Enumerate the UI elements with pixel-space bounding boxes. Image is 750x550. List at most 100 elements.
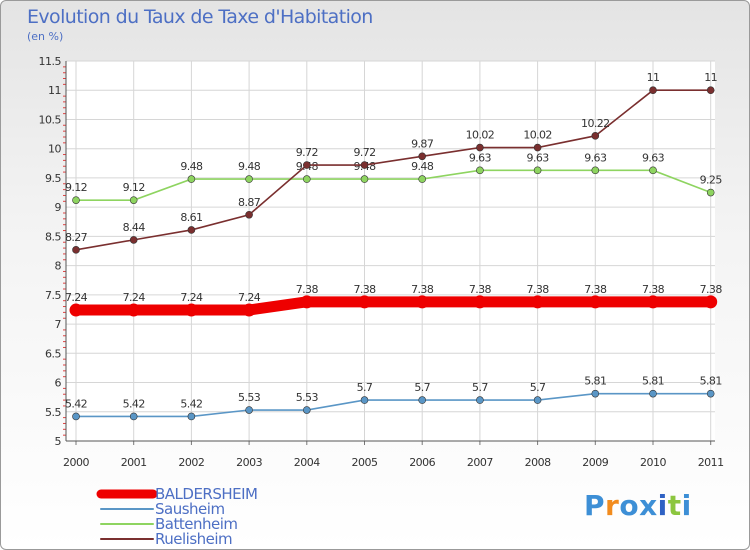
data-label-baldersheim: 7.38	[584, 283, 607, 296]
data-label-battenheim: 9.63	[469, 151, 492, 164]
x-tick-label: 2001	[121, 456, 147, 469]
data-label-baldersheim: 7.38	[353, 283, 376, 296]
data-label-baldersheim: 7.38	[527, 283, 550, 296]
y-tick-label: 6.5	[45, 347, 61, 360]
y-tick-label: 11.5	[39, 55, 62, 68]
data-label-baldersheim: 7.38	[411, 283, 434, 296]
plot-area	[66, 61, 715, 441]
x-tick-label: 2000	[63, 456, 89, 469]
data-label-ruelisheim: 10.02	[523, 129, 552, 142]
data-label-ruelisheim: 8.44	[123, 221, 146, 234]
data-point-battenheim	[360, 175, 369, 183]
data-label-ruelisheim: 9.72	[353, 146, 375, 159]
data-point-sausheim	[302, 406, 311, 414]
logo-letter: P	[584, 489, 606, 522]
data-point-baldersheim	[242, 303, 256, 317]
chart-title: Evolution du Taux de Taxe d'Habitation	[27, 6, 373, 28]
data-point-baldersheim	[646, 295, 660, 309]
data-label-ruelisheim: 11	[704, 71, 717, 84]
data-point-baldersheim	[69, 303, 83, 317]
data-label-battenheim: 9.12	[65, 181, 87, 194]
data-label-baldersheim: 7.38	[469, 283, 492, 296]
data-point-sausheim	[187, 412, 196, 421]
series-line-battenheim	[76, 169, 711, 201]
data-point-battenheim	[591, 166, 600, 175]
data-point-baldersheim	[704, 295, 718, 309]
y-tick-label: 8.5	[45, 230, 61, 243]
data-point-ruelisheim	[129, 236, 138, 244]
data-label-battenheim: 9.12	[123, 181, 145, 194]
logo-letter: r	[605, 489, 620, 522]
data-label-baldersheim: 7.38	[700, 283, 723, 296]
data-point-ruelisheim	[418, 152, 427, 161]
data-label-sausheim: 5.81	[642, 375, 664, 388]
x-tick-label: 2011	[698, 456, 724, 469]
data-point-baldersheim	[588, 295, 602, 309]
data-point-sausheim	[476, 396, 484, 404]
data-label-sausheim: 5.7	[530, 381, 546, 394]
data-point-sausheim	[649, 389, 657, 398]
data-label-battenheim: 9.25	[700, 174, 723, 187]
data-point-baldersheim	[184, 303, 198, 317]
data-label-sausheim: 5.53	[238, 391, 261, 404]
data-label-ruelisheim: 9.72	[296, 146, 318, 159]
y-tick-label: 9	[55, 201, 62, 214]
data-label-ruelisheim: 11	[647, 71, 660, 84]
data-label-sausheim: 5.42	[65, 397, 87, 410]
legend-label-battenheim: Battenheim	[155, 515, 238, 533]
data-point-ruelisheim	[649, 86, 657, 95]
data-point-sausheim	[72, 412, 80, 421]
x-tick-label: 2003	[236, 456, 262, 469]
data-label-battenheim: 9.63	[642, 151, 665, 164]
logo-letter: i	[657, 489, 668, 522]
data-point-ruelisheim	[187, 226, 196, 234]
data-label-sausheim: 5.7	[357, 381, 373, 394]
y-tick-label: 10.5	[39, 113, 62, 126]
proxiti-logo: Proxiti	[584, 489, 692, 522]
data-point-battenheim	[649, 166, 657, 175]
data-point-sausheim	[591, 389, 600, 398]
x-tick-label: 2006	[409, 456, 435, 469]
data-point-ruelisheim	[533, 143, 542, 152]
x-tick-label: 2007	[467, 456, 493, 469]
data-point-ruelisheim	[302, 161, 311, 169]
x-tick-label: 2005	[352, 456, 378, 469]
x-tick-label: 2002	[178, 456, 204, 469]
data-point-battenheim	[302, 175, 311, 183]
data-label-ruelisheim: 8.87	[238, 196, 261, 209]
data-point-ruelisheim	[245, 210, 253, 219]
data-point-ruelisheim	[72, 246, 80, 254]
y-tick-label: 8	[55, 260, 62, 273]
data-point-sausheim	[418, 396, 427, 404]
y-tick-label: 11	[48, 84, 61, 97]
data-point-sausheim	[533, 396, 542, 404]
data-point-sausheim	[706, 389, 715, 398]
data-label-sausheim: 5.81	[584, 375, 606, 388]
data-point-ruelisheim	[591, 132, 600, 140]
y-tick-label: 7	[55, 318, 62, 331]
data-label-ruelisheim: 9.87	[411, 137, 434, 150]
data-point-battenheim	[72, 196, 80, 204]
data-point-battenheim	[418, 175, 427, 183]
legend-label-baldersheim: BALDERSHEIM	[155, 485, 258, 503]
data-point-battenheim	[187, 175, 196, 183]
data-label-sausheim: 5.42	[180, 397, 202, 410]
logo-letter: t	[667, 489, 682, 522]
x-tick-label: 2009	[582, 456, 608, 469]
data-point-baldersheim	[531, 295, 545, 309]
data-point-baldersheim	[358, 295, 371, 309]
data-point-sausheim	[360, 396, 369, 404]
data-label-sausheim: 5.7	[472, 381, 488, 394]
data-point-baldersheim	[300, 295, 314, 309]
series-line-baldersheim	[76, 296, 711, 316]
data-label-sausheim: 5.42	[123, 397, 145, 410]
y-tick-label: 10	[48, 143, 61, 156]
data-label-battenheim: 9.63	[584, 151, 607, 164]
data-point-ruelisheim	[360, 161, 369, 169]
data-label-sausheim: 5.81	[700, 375, 722, 388]
logo-letter: x	[639, 489, 658, 522]
x-tick-label: 2010	[640, 456, 666, 469]
data-point-baldersheim	[127, 303, 141, 317]
data-point-ruelisheim	[476, 143, 484, 152]
